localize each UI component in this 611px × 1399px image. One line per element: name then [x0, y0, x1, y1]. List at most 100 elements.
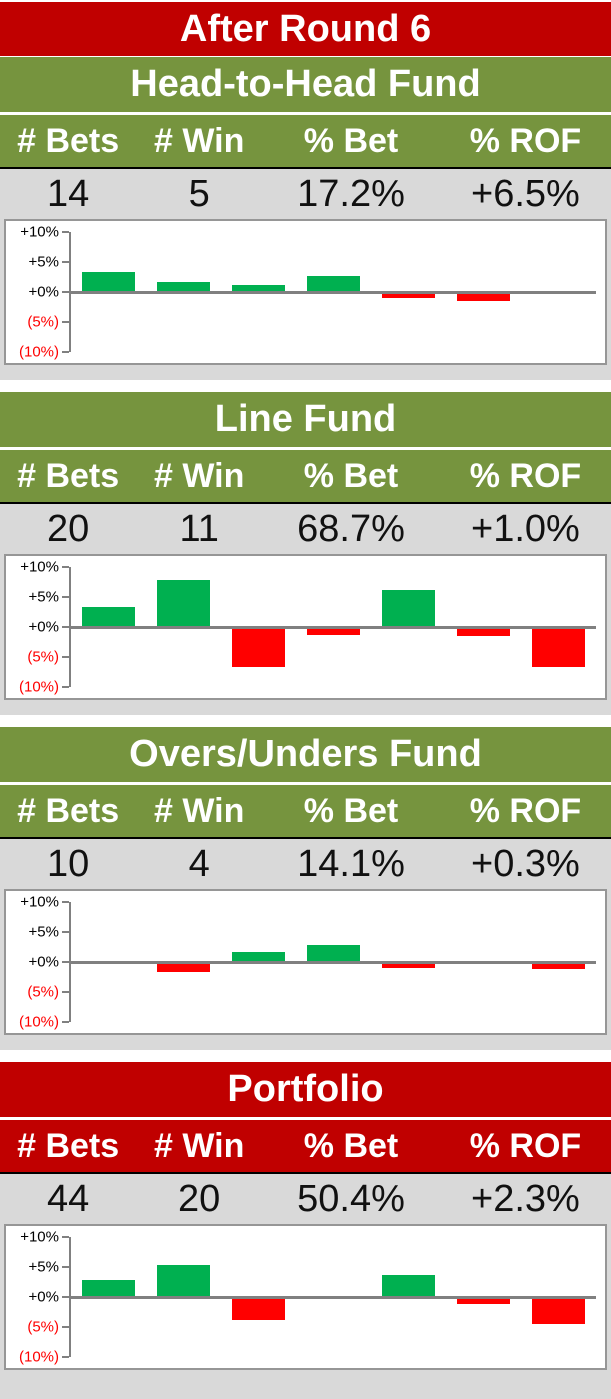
positive-return-bar	[82, 1279, 135, 1297]
chart-bar-slot	[221, 567, 296, 687]
value-bets: 20	[46, 507, 90, 550]
y-tick-label: +0%	[28, 618, 59, 636]
y-tick-label: (10%)	[18, 678, 59, 696]
chart-bar-slot	[296, 232, 371, 352]
negative-return-bar	[457, 292, 510, 301]
negative-return-bar	[532, 962, 585, 970]
value-pct-bet: 17.2%	[297, 172, 405, 215]
y-tick-label: +0%	[28, 1288, 59, 1306]
positive-return-bar	[82, 271, 135, 292]
y-tick-mark	[62, 1266, 69, 1268]
y-tick-label: +5%	[28, 588, 59, 606]
chart-bar-slot	[371, 902, 446, 1022]
col-header-pct-rof: % ROF	[469, 456, 582, 495]
y-axis: +10% +5% +0% (5%) (10%)	[6, 894, 69, 1031]
y-tick-label: +0%	[28, 283, 59, 301]
stats-value-row: 14 5 17.2% +6.5%	[0, 169, 611, 219]
y-tick-label: +10%	[20, 558, 59, 576]
zero-axis-line	[69, 1296, 596, 1299]
y-tick-mark	[62, 566, 69, 568]
y-tick-mark	[62, 626, 69, 628]
y-tick-mark	[62, 291, 69, 293]
chart-bar-slot	[71, 232, 146, 352]
stats-header-row: # Bets # Win % Bet % ROF	[0, 785, 611, 839]
y-tick-label: +5%	[28, 1258, 59, 1276]
col-header-bets: # Bets	[17, 456, 120, 495]
plot-area	[71, 232, 596, 352]
chart-bar-slot	[371, 567, 446, 687]
positive-return-bar	[232, 952, 285, 962]
section-title: Head-to-Head Fund	[0, 57, 611, 112]
y-tick-mark	[62, 991, 69, 993]
plot-area	[71, 567, 596, 687]
negative-return-bar	[157, 962, 210, 972]
negative-return-bar	[382, 962, 435, 968]
col-header-pct-rof: % ROF	[469, 791, 582, 830]
returns-bar-chart: +10% +5% +0% (5%) (10%)	[4, 1224, 607, 1370]
chart-bar-slot	[371, 232, 446, 352]
value-bets: 44	[46, 1177, 90, 1220]
chart-bar-slot	[446, 567, 521, 687]
y-tick-label: (5%)	[27, 1318, 59, 1336]
col-header-win: # Win	[153, 791, 245, 830]
chart-bar-slot	[221, 1237, 296, 1357]
y-tick-label: (5%)	[27, 313, 59, 331]
plot-area	[71, 1237, 596, 1357]
y-tick-mark	[62, 231, 69, 233]
chart-bar-slot	[296, 902, 371, 1022]
negative-return-bar	[532, 1297, 585, 1324]
y-tick-mark	[62, 351, 69, 353]
positive-return-bar	[157, 580, 210, 627]
value-pct-rof: +1.0%	[471, 507, 580, 550]
value-pct-bet: 14.1%	[297, 842, 405, 885]
chart-bar-slot	[146, 1237, 221, 1357]
chart-zone: +10% +5% +0% (5%) (10%)	[0, 554, 611, 715]
chart-bar-slot	[521, 902, 596, 1022]
zero-axis-line	[69, 961, 596, 964]
negative-return-bar	[232, 627, 285, 668]
chart-bar-slot	[521, 567, 596, 687]
col-header-win: # Win	[153, 1126, 245, 1165]
positive-return-bar	[307, 275, 360, 292]
negative-return-bar	[457, 627, 510, 636]
returns-bar-chart: +10% +5% +0% (5%) (10%)	[4, 554, 607, 700]
positive-return-bar	[157, 1265, 210, 1297]
value-pct-bet: 50.4%	[297, 1177, 405, 1220]
value-pct-bet: 68.7%	[297, 507, 405, 550]
y-axis: +10% +5% +0% (5%) (10%)	[6, 224, 69, 361]
y-tick-label: +10%	[20, 1228, 59, 1246]
chart-bar-slot	[446, 232, 521, 352]
value-pct-rof: +0.3%	[471, 842, 580, 885]
chart-bar-slot	[146, 902, 221, 1022]
negative-return-bar	[232, 1297, 285, 1320]
stats-header-row: # Bets # Win % Bet % ROF	[0, 115, 611, 169]
stats-header-row: # Bets # Win % Bet % ROF	[0, 450, 611, 504]
y-tick-mark	[62, 686, 69, 688]
chart-zone: +10% +5% +0% (5%) (10%)	[0, 1224, 611, 1399]
y-tick-label: +5%	[28, 923, 59, 941]
chart-bar-slot	[521, 1237, 596, 1357]
positive-return-bar	[307, 944, 360, 962]
col-header-pct-bet: % Bet	[303, 456, 399, 495]
chart-bar-slot	[371, 1237, 446, 1357]
positive-return-bar	[232, 285, 285, 292]
y-tick-label: (5%)	[27, 648, 59, 666]
zero-axis-line	[69, 291, 596, 294]
value-bets: 10	[46, 842, 90, 885]
chart-bar-slot	[71, 1237, 146, 1357]
y-tick-label: +10%	[20, 223, 59, 241]
y-tick-mark	[62, 1356, 69, 1358]
section-line-fund: Line Fund # Bets # Win % Bet % ROF 20 11…	[0, 392, 611, 715]
positive-return-bar	[82, 607, 135, 627]
y-tick-mark	[62, 961, 69, 963]
value-win: 5	[188, 172, 210, 215]
col-header-win: # Win	[153, 456, 245, 495]
returns-bar-chart: +10% +5% +0% (5%) (10%)	[4, 889, 607, 1035]
section-title: Portfolio	[0, 1062, 611, 1117]
col-header-pct-bet: % Bet	[303, 1126, 399, 1165]
y-axis: +10% +5% +0% (5%) (10%)	[6, 559, 69, 696]
y-tick-label: +0%	[28, 953, 59, 971]
value-win: 20	[178, 1177, 221, 1220]
col-header-pct-rof: % ROF	[469, 1126, 582, 1165]
